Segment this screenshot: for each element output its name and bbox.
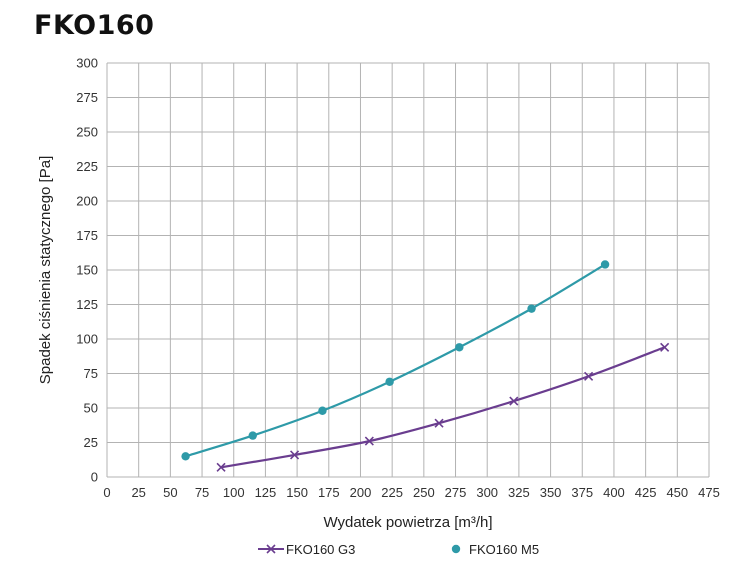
x-tick-label: 300 <box>476 485 498 500</box>
x-tick-label: 325 <box>508 485 530 500</box>
y-tick-label: 250 <box>76 125 98 140</box>
x-tick-label: 425 <box>635 485 657 500</box>
x-tick-label: 400 <box>603 485 625 500</box>
data-point <box>290 450 300 460</box>
data-point <box>248 431 257 440</box>
x-tick-label: 250 <box>413 485 435 500</box>
y-tick-label: 275 <box>76 90 98 105</box>
legend-label: FKO160 G3 <box>286 542 355 557</box>
x-tick-label: 375 <box>571 485 593 500</box>
data-point <box>455 343 464 352</box>
y-tick-label: 100 <box>76 332 98 347</box>
data-point <box>364 436 374 446</box>
legend-circle-marker <box>451 544 461 554</box>
x-tick-label: 350 <box>540 485 562 500</box>
y-tick-label: 50 <box>84 401 98 416</box>
legend-item-m5: FKO160 M5 <box>451 542 539 557</box>
x-tick-label: 475 <box>698 485 720 500</box>
x-tick-label: 125 <box>255 485 277 500</box>
y-tick-label: 0 <box>91 470 98 485</box>
data-point <box>181 452 190 461</box>
y-tick-label: 150 <box>76 263 98 278</box>
y-axis-ticks: 0 25 50 75 100 125 150 175 200 225 250 275 300 <box>76 56 98 485</box>
legend-x-marker <box>266 544 276 554</box>
x-tick-label: 275 <box>445 485 467 500</box>
data-point <box>216 462 226 472</box>
y-tick-label: 25 <box>84 435 98 450</box>
x-tick-label: 150 <box>286 485 308 500</box>
x-tick-label: 25 <box>131 485 145 500</box>
x-tick-label: 0 <box>103 485 110 500</box>
x-tick-label: 175 <box>318 485 340 500</box>
data-point <box>318 406 327 415</box>
series-line <box>220 346 666 469</box>
y-tick-label: 125 <box>76 297 98 312</box>
legend-item-g3: FKO160 G3 <box>258 542 355 557</box>
x-tick-label: 225 <box>381 485 403 500</box>
data-point <box>584 371 594 381</box>
y-tick-label: 200 <box>76 194 98 209</box>
y-axis-label: Spadek ciśnienia statycznego [Pa] <box>37 156 54 384</box>
data-point <box>660 342 670 352</box>
data-point <box>434 418 444 428</box>
y-tick-label: 300 <box>76 56 98 71</box>
data-point <box>385 377 394 386</box>
x-tick-label: 50 <box>163 485 177 500</box>
series-m5 <box>181 260 610 461</box>
data-point <box>600 260 610 269</box>
x-axis-label: Wydatek powietrza [m³/h] <box>323 514 492 531</box>
y-tick-label: 225 <box>76 159 98 174</box>
data-point <box>509 396 519 406</box>
x-tick-label: 100 <box>223 485 245 500</box>
series-g3 <box>216 342 670 472</box>
chart-title: FKO160 <box>34 10 155 41</box>
x-tick-label: 450 <box>666 485 688 500</box>
chart-series <box>181 260 670 472</box>
x-axis-ticks: 0 25 50 75 100 125 150 175 200 225 250 275 300 325 350… <box>103 485 719 500</box>
y-tick-label: 75 <box>84 366 98 381</box>
chart-legend: FKO160 G3 FKO160 M5 <box>258 542 539 557</box>
x-tick-label: 75 <box>195 485 209 500</box>
x-tick-label: 200 <box>350 485 372 500</box>
data-point <box>527 304 536 313</box>
series-line <box>185 263 606 458</box>
y-tick-label: 175 <box>76 228 98 243</box>
chart-grid <box>106 62 710 478</box>
legend-label: FKO160 M5 <box>469 542 539 557</box>
